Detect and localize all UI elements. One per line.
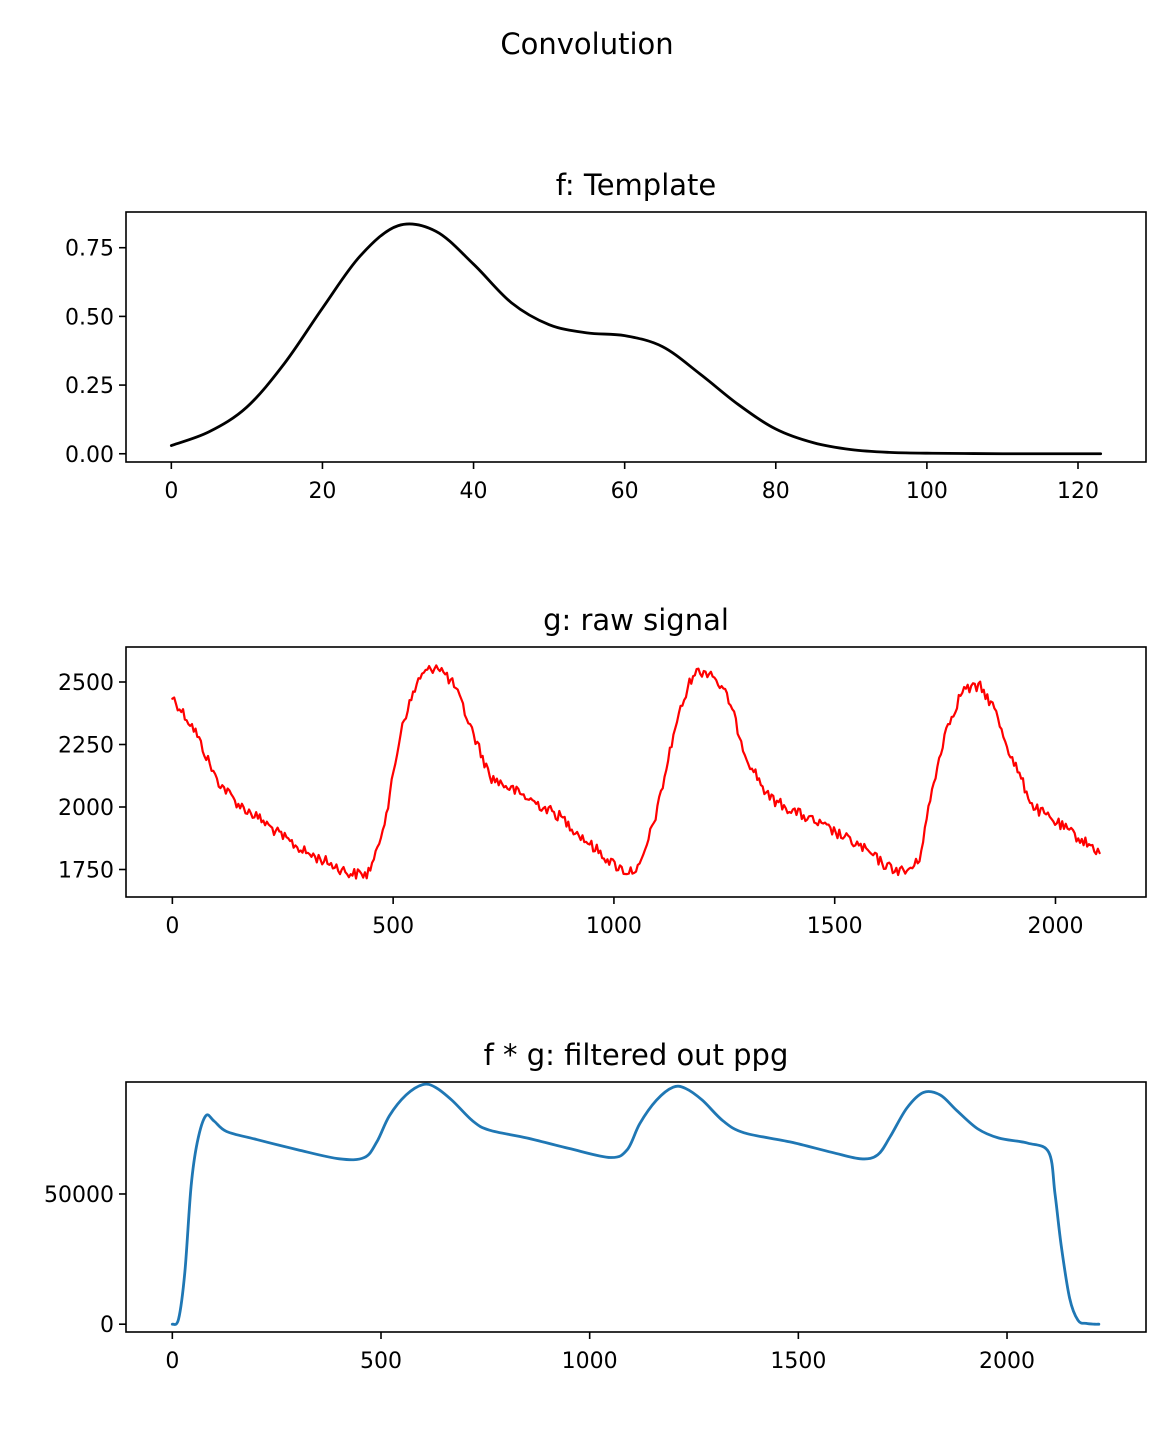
y-tick-label: 50000 [44, 1183, 114, 1208]
y-tick-label: 2500 [58, 671, 114, 696]
x-tick-label: 2000 [1027, 914, 1083, 939]
figure-suptitle: Convolution [500, 27, 673, 61]
series-line-1 [171, 664, 1101, 880]
axes-frame [125, 646, 1147, 898]
x-tick-label: 1000 [562, 1349, 618, 1374]
y-tick-label: 2250 [58, 734, 114, 759]
x-tick-label: 1500 [807, 914, 863, 939]
x-tick-label: 500 [360, 1349, 402, 1374]
x-tick-label: 500 [372, 914, 414, 939]
axes-frame [125, 1081, 1147, 1333]
raw-signal-title: g: raw signal [543, 603, 729, 637]
x-tick-label: 100 [906, 479, 948, 504]
series-line-1 [169, 222, 1103, 456]
subplot-template: f: Template 0 20 40 60 80 100 120 0.00 0.25 0.50 0… [65, 168, 1147, 504]
x-tick-label: 60 [611, 479, 639, 504]
template-title: f: Template [556, 168, 717, 202]
x-tick-label: 40 [460, 479, 488, 504]
y-tick-label: 0.00 [65, 443, 114, 468]
y-tick-label: 0.25 [65, 374, 114, 399]
filtered-ppg-title: f * g: filtered out ppg [484, 1038, 789, 1072]
x-tick-label: 0 [165, 914, 179, 939]
series-line-1 [170, 1082, 1101, 1326]
y-tick-label: 0 [100, 1313, 114, 1338]
x-tick-label: 1000 [586, 914, 642, 939]
y-tick-label: 0.75 [65, 237, 114, 262]
y-tick-label: 0.50 [65, 305, 114, 330]
x-tick-label: 0 [164, 479, 178, 504]
axes-frame [125, 211, 1147, 463]
x-tick-label: 2000 [979, 1349, 1035, 1374]
x-tick-label: 0 [165, 1349, 179, 1374]
x-tick-label: 120 [1057, 479, 1099, 504]
x-tick-label: 80 [762, 479, 790, 504]
y-tick-label: 2000 [58, 796, 114, 821]
subplot-filtered-ppg: f * g: filtered out ppg 0 500 1000 1500 2000… [44, 1038, 1147, 1374]
subplot-raw-signal: g: raw signal 0 500 1000 1500 2000 1750 2000 22… [58, 603, 1147, 939]
x-tick-label: 1500 [770, 1349, 826, 1374]
y-tick-label: 1750 [58, 859, 114, 884]
x-tick-label: 20 [308, 479, 336, 504]
